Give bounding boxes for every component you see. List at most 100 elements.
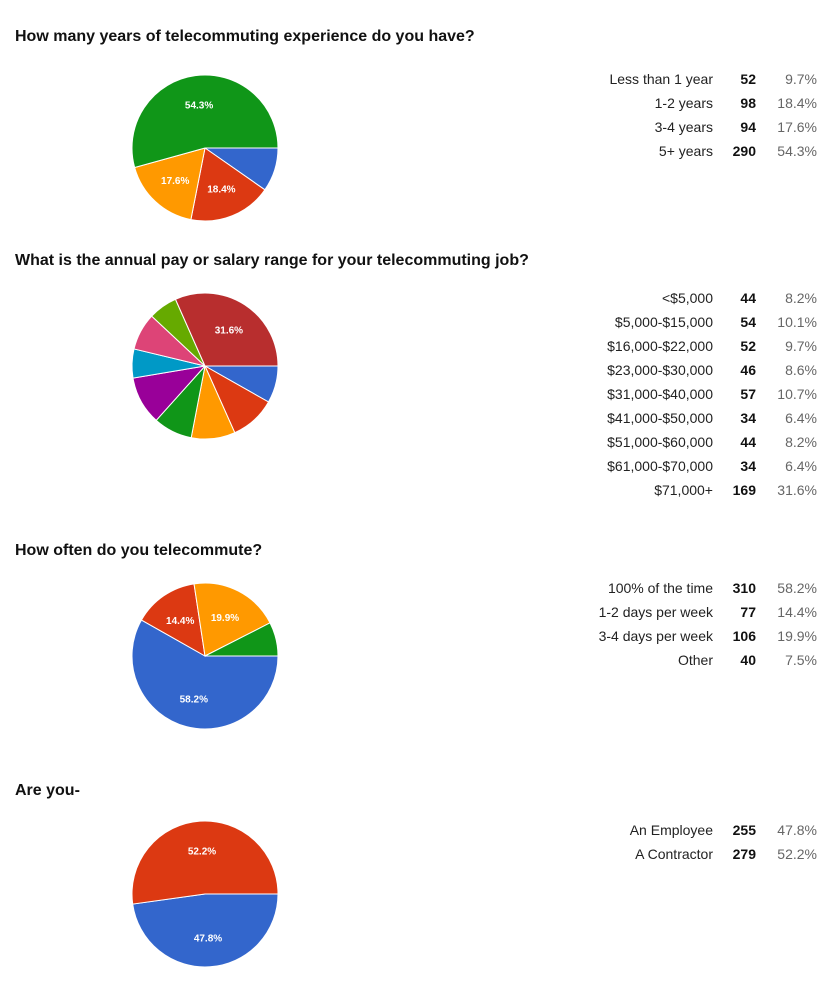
table-row: $31,000-$40,000 57 10.7% [0,382,832,406]
answer-count: 94 [740,119,756,135]
table-row: <$5,000 44 8.2% [0,286,832,310]
table-row: 5+ years 290 54.3% [0,139,832,163]
answer-count: 52 [740,71,756,87]
pie-slice[interactable] [134,147,206,221]
answer-count: 40 [740,652,756,668]
answer-label: Other [677,652,713,668]
answer-percent: 54.3% [777,143,817,159]
answer-count: 169 [732,482,756,498]
answer-label: $71,000+ [654,482,713,498]
answer-percent: 8.2% [785,290,817,306]
answer-percent: 9.7% [785,338,817,354]
answer-percent: 7.5% [785,652,817,668]
answer-count: 54 [740,314,756,330]
answer-percent: 31.6% [777,482,817,498]
table-row: $61,000-$70,000 34 6.4% [0,454,832,478]
pie-slice[interactable] [174,292,279,367]
pie-chart: 47.8% 52.2% [131,820,279,968]
answer-label: $51,000-$60,000 [607,434,713,450]
table-row: $41,000-$50,000 34 6.4% [0,406,832,430]
answer-label: 1-2 years [654,95,713,111]
answer-label: 100% of the time [607,580,713,596]
question-title: What is the annual pay or salary range f… [15,252,529,269]
table-row: $5,000-$15,000 54 10.1% [0,310,832,334]
answer-count: 34 [740,458,756,474]
answer-count: 106 [732,628,756,644]
table-row: 3-4 days per week 106 19.9% [0,624,832,648]
answer-label: A Contractor [635,846,713,862]
answer-percent: 6.4% [785,458,817,474]
pie-slice[interactable] [132,893,279,968]
slice-label: 54.3% [185,101,213,112]
answer-label: 5+ years [658,143,713,159]
table-row: An Employee 255 47.8% [0,818,832,842]
pie-slice[interactable] [131,820,279,905]
pie-slice[interactable] [131,619,279,730]
question-title: Are you- [15,782,80,799]
pie-slice[interactable] [190,147,266,222]
slice-label: 14.4% [166,616,194,627]
table-row: $16,000-$22,000 52 9.7% [0,334,832,358]
pie-chart: 18.4% 17.6% 54.3% [131,74,279,222]
table-row: $51,000-$60,000 44 8.2% [0,430,832,454]
answer-count: 46 [740,362,756,378]
question-title: How often do you telecommute? [15,542,263,559]
answer-percent: 52.2% [777,846,817,862]
answer-count: 34 [740,410,756,426]
table-row: $23,000-$30,000 46 8.6% [0,358,832,382]
answer-percent: 18.4% [777,95,817,111]
answer-label: $61,000-$70,000 [607,458,713,474]
answer-percent: 14.4% [777,604,817,620]
answer-count: 279 [732,846,756,862]
answer-percent: 17.6% [777,119,817,135]
table-row: 1-2 years 98 18.4% [0,91,832,115]
answer-label: 1-2 days per week [598,604,713,620]
answer-label: 3-4 years [654,119,713,135]
answer-count: 52 [740,338,756,354]
pie-slice[interactable] [193,582,271,657]
table-row: 1-2 days per week 77 14.4% [0,600,832,624]
answer-count: 290 [732,143,756,159]
slice-label: 58.2% [180,694,208,705]
table-row: $71,000+ 169 31.6% [0,478,832,502]
answer-count: 98 [740,95,756,111]
answer-count: 44 [740,434,756,450]
table-row: 100% of the time 310 58.2% [0,576,832,600]
answer-count: 57 [740,386,756,402]
table-row: 3-4 years 94 17.6% [0,115,832,139]
answer-label: $41,000-$50,000 [607,410,713,426]
answer-label: Less than 1 year [609,71,713,87]
pie-slice[interactable] [131,74,279,169]
answer-percent: 10.1% [777,314,817,330]
pie-slice[interactable] [204,622,279,657]
slice-label: 31.6% [215,325,243,336]
pie-slice[interactable] [140,583,206,657]
answer-percent: 6.4% [785,410,817,426]
answer-label: $16,000-$22,000 [607,338,713,354]
answer-label: $23,000-$30,000 [607,362,713,378]
slice-label: 18.4% [207,185,235,196]
question-title: How many years of telecommuting experien… [15,28,475,45]
slice-label: 17.6% [161,176,189,187]
table-row: Less than 1 year 52 9.7% [0,67,832,91]
answer-count: 310 [732,580,756,596]
table-row: Other 40 7.5% [0,648,832,672]
table-row: A Contractor 279 52.2% [0,842,832,866]
pie-chart: 58.2% 14.4% 19.9% [131,582,279,730]
answer-percent: 19.9% [777,628,817,644]
slice-label: 47.8% [194,934,222,945]
answer-label: $31,000-$40,000 [607,386,713,402]
slice-label: 19.9% [211,613,239,624]
slice-label: 52.2% [188,846,216,857]
answer-percent: 9.7% [785,71,817,87]
answer-count: 255 [732,822,756,838]
answer-label: $5,000-$15,000 [614,314,713,330]
answer-percent: 58.2% [777,580,817,596]
answer-label: <$5,000 [662,290,713,306]
answer-percent: 8.2% [785,434,817,450]
answer-label: An Employee [629,822,713,838]
pie-chart: 31.6% [131,292,279,440]
answer-count: 77 [740,604,756,620]
answer-percent: 10.7% [777,386,817,402]
answer-count: 44 [740,290,756,306]
